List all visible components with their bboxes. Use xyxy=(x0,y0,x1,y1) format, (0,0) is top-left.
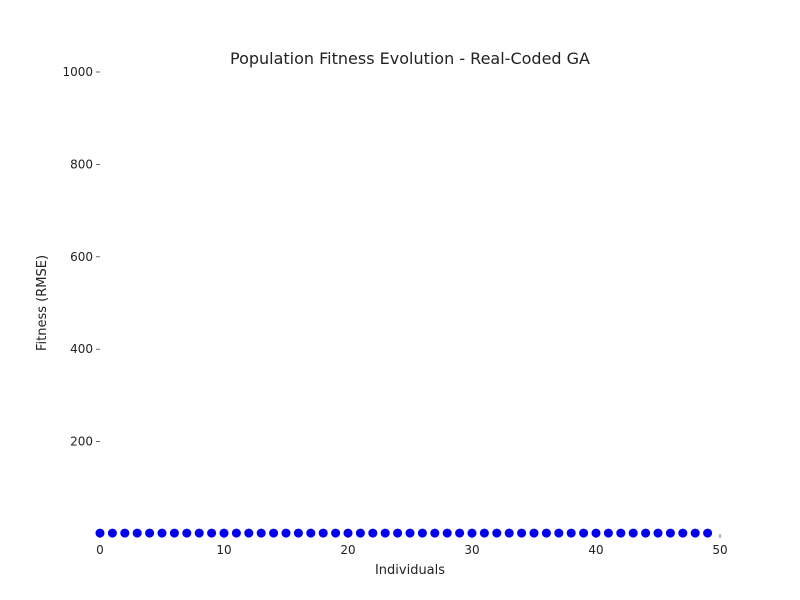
data-point xyxy=(306,528,316,538)
data-point xyxy=(678,528,688,538)
y-axis-ticks: 200 400 600 800 1000 xyxy=(62,65,100,449)
y-axis-label: Fitness (RMSE) xyxy=(35,255,50,351)
data-point xyxy=(641,528,651,538)
data-point xyxy=(442,528,452,538)
x-tick-label: 40 xyxy=(588,543,603,557)
data-point xyxy=(145,528,155,538)
data-point xyxy=(554,528,564,538)
data-point xyxy=(132,528,142,538)
data-point xyxy=(207,528,217,538)
data-point xyxy=(603,528,613,538)
data-point xyxy=(107,528,117,538)
data-point xyxy=(293,528,303,538)
data-point xyxy=(368,528,378,538)
data-point xyxy=(541,528,551,538)
data-point xyxy=(628,528,638,538)
x-tick-label: 20 xyxy=(340,543,355,557)
x-tick-label: 50 xyxy=(712,543,727,557)
data-point xyxy=(256,528,266,538)
data-points xyxy=(95,528,713,538)
y-tick-label: 400 xyxy=(70,342,93,356)
data-point xyxy=(417,528,427,538)
data-point xyxy=(194,528,204,538)
data-point xyxy=(405,528,415,538)
y-tick-label: 800 xyxy=(70,157,93,171)
x-tick-label: 0 xyxy=(96,543,104,557)
x-tick-label: 30 xyxy=(464,543,479,557)
data-point xyxy=(455,528,465,538)
data-point xyxy=(591,528,601,538)
y-tick-label: 1000 xyxy=(62,65,93,79)
data-point xyxy=(492,528,502,538)
data-point xyxy=(653,528,663,538)
x-axis-ticks: 0 10 20 30 40 50 xyxy=(96,534,728,557)
data-point xyxy=(231,528,241,538)
data-point xyxy=(343,528,353,538)
data-point xyxy=(355,528,365,538)
data-point xyxy=(616,528,626,538)
data-point xyxy=(244,528,254,538)
data-point xyxy=(95,528,105,538)
data-point xyxy=(393,528,403,538)
data-point xyxy=(467,528,477,538)
x-tick-label: 10 xyxy=(216,543,231,557)
data-point xyxy=(219,528,229,538)
data-point xyxy=(269,528,279,538)
data-point xyxy=(504,528,514,538)
data-point xyxy=(182,528,192,538)
x-axis-label: Individuals xyxy=(375,563,445,578)
data-point xyxy=(566,528,576,538)
data-point xyxy=(157,528,167,538)
chart-title: Population Fitness Evolution - Real-Code… xyxy=(230,49,590,68)
data-point xyxy=(479,528,489,538)
data-point xyxy=(331,528,341,538)
data-point xyxy=(281,528,291,538)
data-point xyxy=(169,528,179,538)
data-point xyxy=(318,528,328,538)
data-point xyxy=(529,528,539,538)
data-point xyxy=(665,528,675,538)
data-point xyxy=(430,528,440,538)
data-point xyxy=(517,528,527,538)
data-point xyxy=(579,528,589,538)
data-point xyxy=(380,528,390,538)
y-tick-label: 200 xyxy=(70,435,93,449)
data-point xyxy=(120,528,130,538)
data-point xyxy=(703,528,713,538)
y-tick-label: 600 xyxy=(70,250,93,264)
data-point xyxy=(690,528,700,538)
